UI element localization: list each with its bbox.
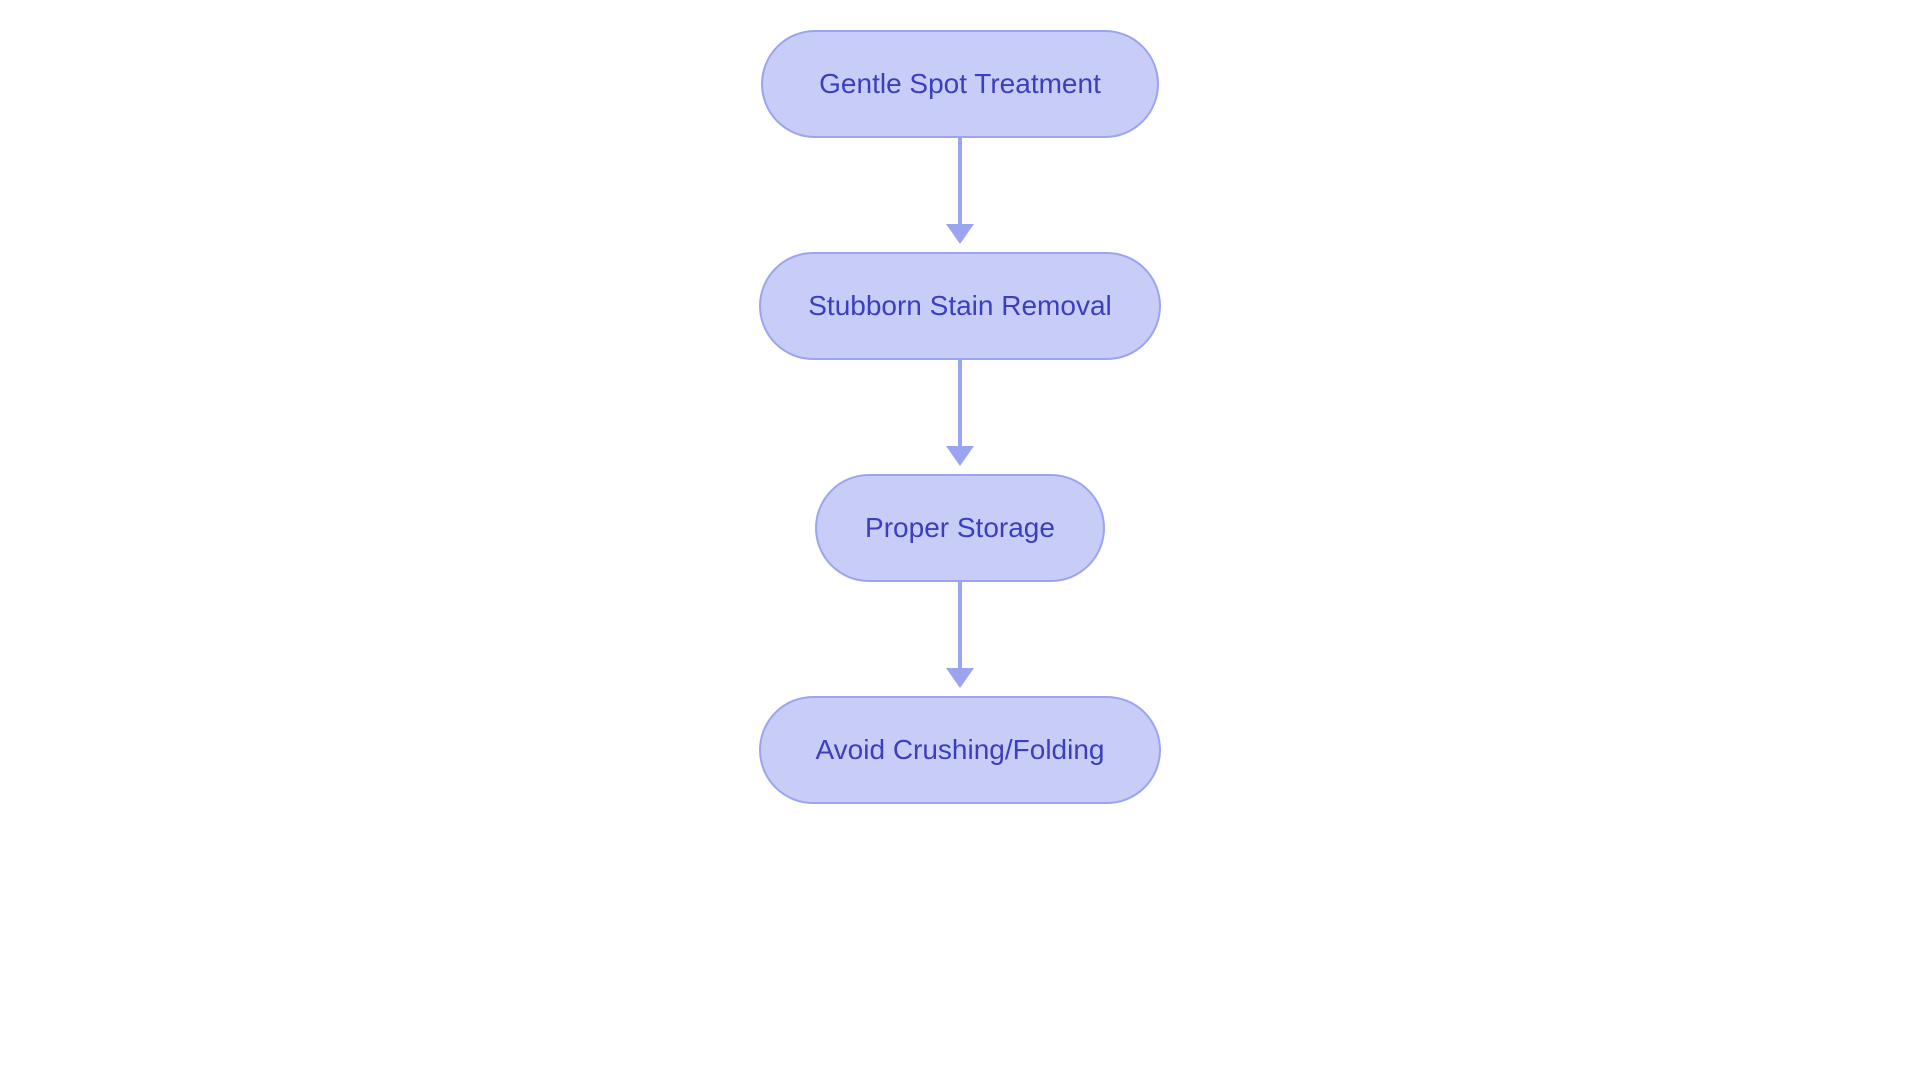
flow-arrow-head bbox=[946, 446, 974, 466]
flow-node-label: Avoid Crushing/Folding bbox=[816, 734, 1105, 766]
flow-arrow-head bbox=[946, 668, 974, 688]
flow-arrow-line bbox=[958, 138, 962, 224]
flow-node: Proper Storage bbox=[815, 474, 1105, 582]
flow-arrow-head bbox=[946, 224, 974, 244]
flow-node: Stubborn Stain Removal bbox=[759, 252, 1161, 360]
flow-node-label: Stubborn Stain Removal bbox=[808, 290, 1112, 322]
flow-node: Avoid Crushing/Folding bbox=[759, 696, 1161, 804]
flow-node: Gentle Spot Treatment bbox=[761, 30, 1159, 138]
flow-node-label: Proper Storage bbox=[865, 512, 1055, 544]
flow-arrow-line bbox=[958, 582, 962, 668]
flow-node-label: Gentle Spot Treatment bbox=[819, 68, 1101, 100]
flow-arrow-line bbox=[958, 360, 962, 446]
